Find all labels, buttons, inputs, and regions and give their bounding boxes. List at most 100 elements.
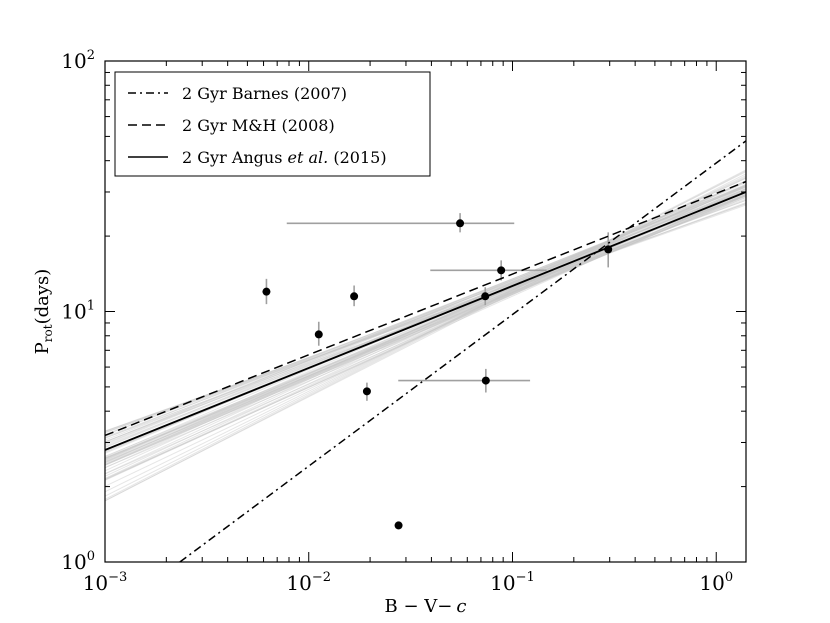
x-tick-label-base: 10 — [286, 571, 311, 595]
posterior-sample-line — [105, 180, 746, 479]
x-tick-label: 10−3 — [83, 570, 128, 595]
data-point — [481, 376, 490, 385]
posterior-sample-line — [105, 176, 746, 475]
y-axis-label-main: P — [32, 342, 53, 354]
model-lines-layer — [105, 140, 746, 562]
y-tick-label: 102 — [61, 48, 95, 73]
data-point — [481, 292, 490, 301]
data-point — [362, 387, 371, 396]
x-tick-label-base: 10 — [83, 571, 108, 595]
posterior-sample-line — [105, 180, 746, 487]
legend-label-mh: 2 Gyr M&H (2008) — [182, 116, 335, 135]
legend-label-angus-post: (2015) — [328, 148, 386, 167]
y-axis-label-sub: rot — [41, 324, 55, 342]
posterior-sample-line — [105, 173, 746, 502]
data-point — [262, 287, 271, 296]
posterior-sample-line — [105, 182, 746, 464]
posterior-sample-line — [105, 194, 746, 461]
posterior-sample-line — [105, 177, 746, 472]
posterior-sample-line — [105, 199, 746, 435]
posterior-sample-line — [105, 184, 746, 481]
posterior-sample-line — [105, 196, 746, 459]
posterior-sample-line — [105, 192, 746, 466]
posterior-sample-line — [105, 194, 746, 457]
posterior-sample-line — [105, 195, 746, 464]
legend: 2 Gyr Barnes (2007) 2 Gyr M&H (2008) 2 G… — [114, 71, 431, 177]
y-axis-label: Prot(days) — [32, 269, 55, 355]
mh-2008-line — [105, 180, 746, 437]
posterior-sample-line — [105, 177, 746, 477]
posterior-sample-line — [105, 185, 746, 445]
x-tick-label: 100 — [699, 570, 733, 595]
posterior-sample-line — [105, 169, 746, 500]
posterior-sample-line — [105, 170, 746, 502]
posterior-sample-line — [105, 185, 746, 443]
legend-label-angus: 2 Gyr Angus et al. (2015) — [182, 148, 387, 167]
y-tick-label-exponent: 1 — [87, 299, 95, 314]
x-tick-label-base: 10 — [490, 571, 515, 595]
posterior-sample-line — [105, 190, 746, 480]
angus-2015-line — [105, 191, 746, 451]
posterior-sample-line — [105, 188, 746, 448]
y-tick-label: 100 — [61, 549, 95, 574]
posterior-sample-line — [105, 193, 746, 462]
data-point — [456, 219, 465, 228]
posterior-sample-line — [105, 184, 746, 448]
posterior-sample-line — [105, 190, 746, 463]
x-tick-label-exponent: −2 — [312, 570, 331, 585]
posterior-sample-line — [105, 184, 746, 443]
posterior-sample-line — [105, 195, 746, 465]
posterior-sample-line — [105, 195, 746, 463]
posterior-sample-line — [105, 181, 746, 458]
posterior-sample-line — [105, 188, 746, 481]
posterior-samples-layer — [105, 169, 746, 502]
posterior-sample-line — [105, 188, 746, 459]
posterior-sample-line — [105, 194, 746, 469]
posterior-sample-line — [105, 175, 746, 493]
posterior-sample-line — [105, 191, 746, 475]
y-tick-label-exponent: 0 — [87, 549, 95, 564]
x-tick-label-exponent: 0 — [725, 570, 733, 585]
posterior-sample-line — [105, 185, 746, 465]
y-tick-label-exponent: 2 — [87, 48, 95, 63]
posterior-sample-line — [105, 203, 746, 434]
posterior-sample-line — [105, 190, 746, 436]
posterior-sample-line — [105, 185, 746, 466]
x-tick-label: 10−1 — [490, 570, 535, 595]
data-points-layer — [262, 219, 613, 530]
data-point — [497, 266, 506, 275]
ticks-layer — [104, 61, 746, 563]
legend-label-angus-pre: 2 Gyr Angus — [182, 148, 288, 167]
posterior-sample-line — [105, 180, 746, 469]
legend-label-angus-italic: et al. — [288, 148, 329, 167]
x-tick-label-exponent: −3 — [108, 570, 127, 585]
posterior-sample-line — [105, 186, 746, 439]
y-tick-label-base: 10 — [61, 550, 86, 574]
y-tick-label-base: 10 — [61, 49, 86, 73]
x-tick-label-base: 10 — [699, 571, 724, 595]
data-point — [604, 245, 613, 254]
posterior-sample-line — [105, 194, 746, 459]
y-tick-label: 101 — [61, 299, 95, 324]
data-point — [350, 292, 359, 301]
posterior-sample-line — [105, 186, 746, 444]
posterior-sample-line — [105, 171, 746, 497]
x-tick-label: 10−2 — [286, 570, 331, 595]
data-point — [394, 521, 403, 530]
posterior-sample-line — [105, 196, 746, 460]
data-point — [314, 330, 323, 339]
legend-label-barnes: 2 Gyr Barnes (2007) — [182, 84, 347, 103]
legend-box — [114, 71, 431, 177]
posterior-sample-line — [105, 188, 746, 450]
x-axis-label: B − V− c — [385, 596, 467, 617]
posterior-sample-line — [105, 183, 746, 454]
posterior-sample-line — [105, 190, 746, 441]
y-tick-label-base: 10 — [61, 300, 86, 324]
y-axis-label-after: (days) — [32, 269, 53, 325]
barnes-2007-line — [179, 140, 746, 562]
x-tick-label-exponent: −1 — [516, 570, 535, 585]
x-axis-label-italic: c — [456, 596, 466, 617]
x-axis-label-main: B − V− — [385, 596, 453, 617]
